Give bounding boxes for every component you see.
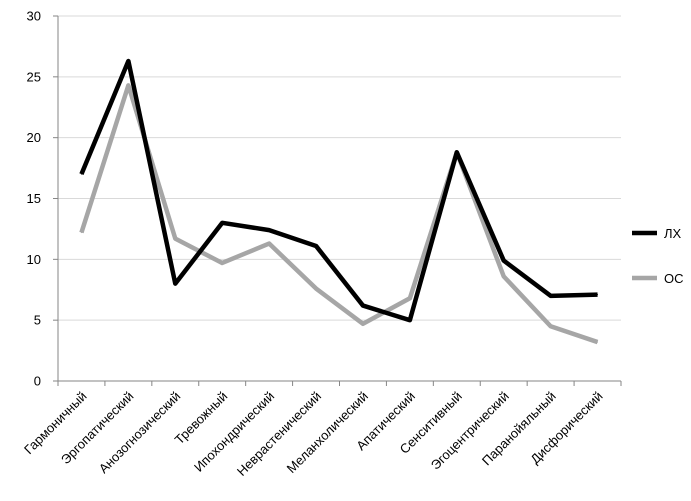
data-point (127, 60, 129, 62)
data-point (456, 151, 458, 153)
data-point (127, 84, 129, 86)
data-point (503, 275, 505, 277)
data-point (174, 283, 176, 285)
data-point (315, 288, 317, 290)
data-point (221, 262, 223, 264)
data-point (550, 295, 552, 297)
y-tick-label: 5 (34, 313, 41, 328)
series-lines (79, 58, 599, 345)
y-tick-label: 10 (27, 252, 41, 267)
data-point (409, 297, 411, 299)
data-point (221, 222, 223, 224)
series-line-0 (79, 58, 598, 323)
data-point (362, 305, 364, 307)
data-point (503, 260, 505, 262)
data-point (362, 323, 364, 325)
y-axis-ticks: 0 5 10 15 20 25 30 (27, 9, 58, 389)
x-tick-label: Неврастенический (234, 389, 324, 479)
x-tick-label: Анозогнозический (96, 389, 184, 477)
gridlines (58, 15, 621, 382)
data-point (174, 238, 176, 240)
legend-label-0: ЛХ (664, 226, 682, 241)
legend: ЛХ ОС (632, 226, 684, 286)
legend-label-1: ОС (664, 271, 684, 286)
data-point (597, 341, 599, 343)
y-tick-label: 20 (27, 130, 41, 145)
data-point (315, 245, 317, 247)
data-point (550, 325, 552, 327)
y-tick-label: 30 (27, 9, 41, 24)
y-tick-label: 0 (34, 374, 41, 389)
data-point (80, 232, 82, 234)
x-tick-label: Меланхолический (284, 389, 371, 476)
data-point (80, 173, 82, 175)
y-tick-label: 15 (27, 191, 41, 206)
data-point (597, 294, 599, 296)
data-point (409, 319, 411, 321)
data-point (268, 229, 270, 231)
x-axis-ticks: ГармоничныйЭргопатическийАнозогнозически… (21, 381, 622, 479)
x-tick-label: Ипохондрический (191, 389, 277, 475)
data-point (268, 243, 270, 245)
series-line-1 (79, 83, 599, 345)
y-tick-label: 25 (27, 69, 41, 84)
